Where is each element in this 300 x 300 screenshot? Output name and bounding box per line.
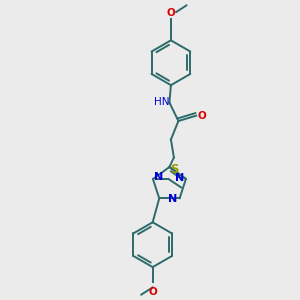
Text: N: N xyxy=(168,194,178,204)
Text: O: O xyxy=(167,8,175,18)
Text: O: O xyxy=(148,287,157,297)
Text: S: S xyxy=(170,163,178,176)
Text: O: O xyxy=(197,111,206,121)
Text: N: N xyxy=(175,173,184,183)
Text: N: N xyxy=(154,172,163,182)
Text: HN: HN xyxy=(154,97,169,107)
